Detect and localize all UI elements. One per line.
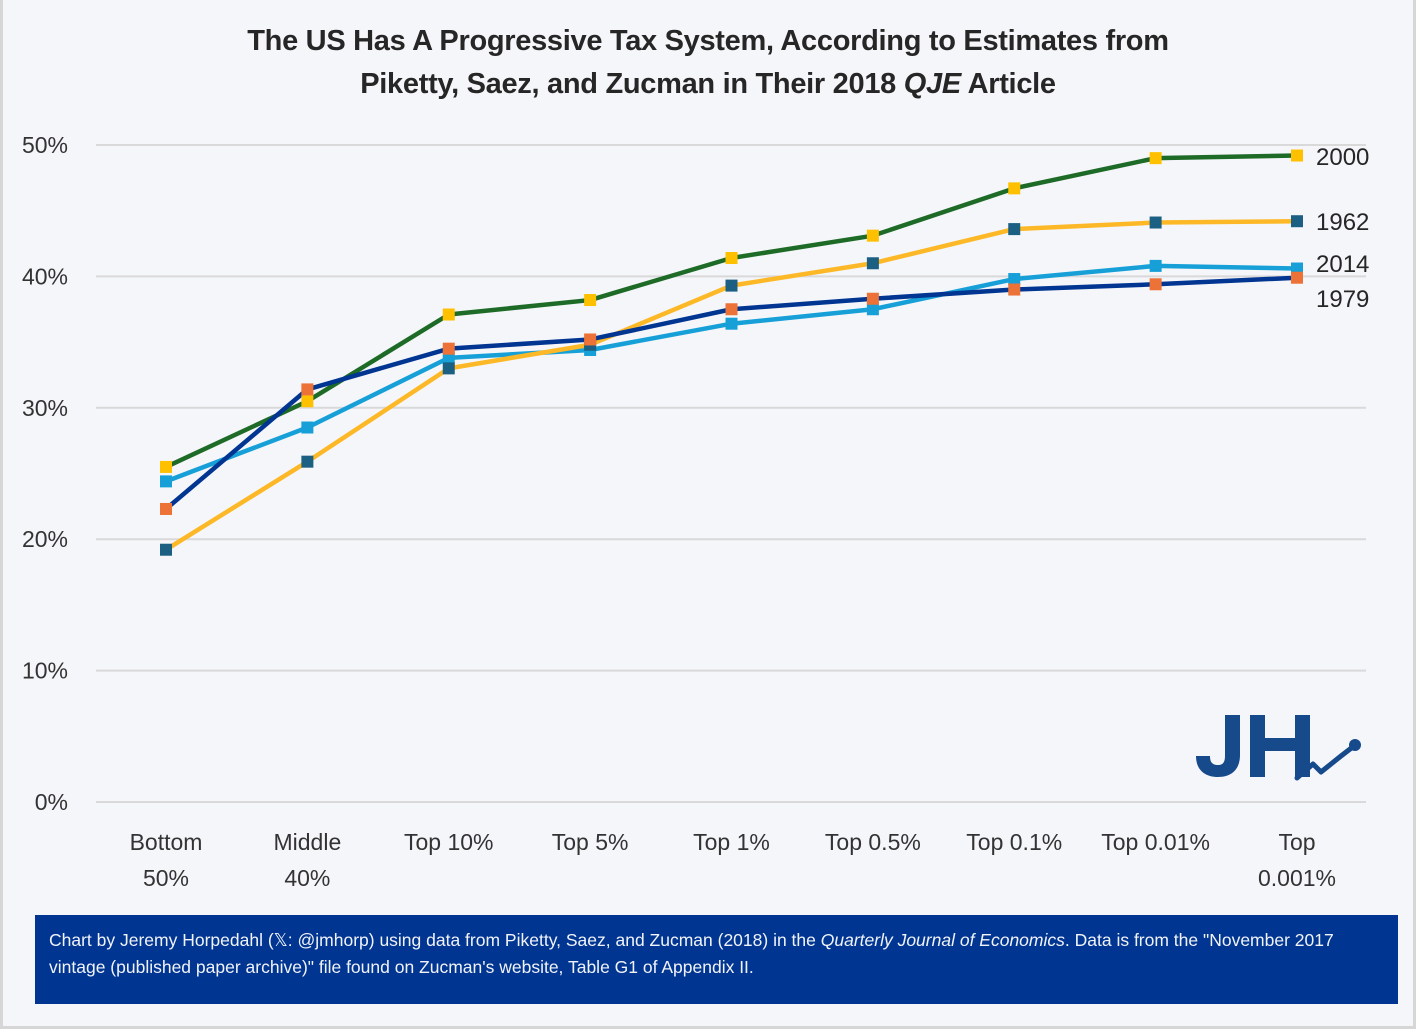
logo-trend-line: [1294, 743, 1357, 781]
end-label-1962: 1962: [1316, 209, 1369, 236]
data-point-1979: [442, 342, 455, 355]
x-tick-label-line: 40%: [284, 865, 330, 891]
x-tick-label: Top 0.01%: [1101, 829, 1210, 855]
footer-text-1: Chart by Jeremy Horpedahl (𝕏: @jmhorp) u…: [49, 930, 821, 950]
series-line-2014: [165, 263, 1298, 484]
data-point-2014: [866, 303, 879, 316]
x-tick-label-line: Middle: [273, 829, 341, 855]
data-point-2014: [442, 351, 455, 364]
x-tick-label-line: Bottom: [130, 829, 203, 855]
logo-letter-h: [1250, 715, 1310, 777]
data-point-1979: [725, 303, 738, 316]
chart-title: The US Has A Progressive Tax System, Acc…: [3, 20, 1413, 106]
logo-letter-j: [1196, 715, 1240, 777]
end-label-1979: 1979: [1316, 286, 1369, 313]
chart-title-line1: The US Has A Progressive Tax System, Acc…: [247, 25, 1169, 57]
data-point-1962: [160, 543, 172, 556]
source-footer: Chart by Jeremy Horpedahl (𝕏: @jmhorp) u…: [35, 915, 1398, 1004]
y-tick-label: 10%: [22, 658, 68, 684]
title-journal-abbrev: QJE: [903, 68, 961, 100]
x-tick-label-line: Top 10%: [404, 829, 494, 855]
data-point-2000: [442, 308, 455, 321]
title-line2-pre: Piketty, Saez, and Zucman in Their 2018: [360, 68, 904, 100]
data-point-2000: [1291, 149, 1303, 162]
y-tick-label: 0%: [35, 789, 68, 815]
logo-mark: [1196, 715, 1361, 781]
x-tick-label-line: Top: [1278, 829, 1315, 855]
x-axis-ticks: Bottom 50% Middle 40% Top 10% Top 5% Top 1% Top…: [130, 829, 1336, 891]
data-point-1962: [866, 257, 879, 270]
data-point-2000: [866, 229, 879, 242]
logo-trend-dot: [1349, 739, 1361, 751]
data-point-1962: [725, 279, 738, 292]
data-point-2014: [1008, 273, 1021, 286]
title-line2-post: Article: [960, 68, 1056, 100]
data-point-1979: [866, 292, 879, 305]
data-point-2000: [725, 252, 738, 265]
x-tick-label-line: Top 1%: [693, 829, 770, 855]
x-tick-label: Top 0.5%: [825, 829, 921, 855]
end-label-2014: 2014: [1316, 251, 1369, 278]
data-point-1962: [301, 455, 314, 468]
data-point-1962: [1008, 223, 1021, 236]
data-point-2000: [301, 395, 314, 408]
x-tick-label-line: Top 0.5%: [825, 829, 921, 855]
data-point-1979: [584, 333, 597, 346]
y-tick-label: 40%: [22, 263, 68, 289]
x-tick-label: Top 0.001%: [1258, 829, 1336, 891]
x-tick-label-line: Top 0.1%: [966, 829, 1062, 855]
data-point-2014: [301, 421, 314, 434]
data-point-2000: [160, 460, 172, 473]
x-tick-label-line: Top 5%: [552, 829, 629, 855]
data-point-1979: [1008, 283, 1021, 296]
footer-text-2: . Data is from the "November 2017 vintag…: [49, 930, 1334, 977]
y-tick-label: 30%: [22, 395, 68, 421]
x-tick-label: Top 10%: [404, 829, 494, 855]
chart-title-line2: Piketty, Saez, and Zucman in Their 2018 …: [3, 63, 1413, 106]
series-markers: [160, 149, 1303, 556]
data-point-2014: [725, 317, 738, 330]
footer-journal-name: Quarterly Journal of Economics: [820, 930, 1065, 950]
x-tick-label: Top 5%: [552, 829, 629, 855]
data-point-1979: [160, 502, 172, 515]
data-point-2000: [584, 294, 597, 307]
x-tick-label-line: Top 0.01%: [1101, 829, 1210, 855]
data-point-2000: [1008, 182, 1021, 195]
data-point-1979: [1291, 271, 1303, 284]
x-tick-label-line: 50%: [143, 865, 189, 891]
data-point-2000: [1149, 152, 1162, 165]
line-chart: 0% 10% 20% 30% 40% 50% Bottom 50% Middle 40% Top …: [22, 132, 1369, 891]
data-point-1962: [442, 362, 455, 375]
y-axis-ticks: 0% 10% 20% 30% 40% 50%: [22, 132, 68, 815]
data-point-2014: [1149, 259, 1162, 272]
y-tick-label: 50%: [22, 132, 68, 158]
x-tick-label: Middle 40%: [273, 829, 341, 891]
jh-logo: [1196, 715, 1361, 781]
x-tick-label: Top 0.1%: [966, 829, 1062, 855]
data-point-1979: [301, 383, 314, 396]
series-lines: [164, 153, 1298, 552]
data-point-1962: [1291, 215, 1303, 228]
x-tick-label-line: 0.001%: [1258, 865, 1336, 891]
data-point-1979: [1149, 278, 1162, 291]
end-label-2000: 2000: [1316, 144, 1369, 171]
data-point-1962: [1149, 216, 1162, 229]
data-point-2014: [1291, 262, 1303, 275]
data-point-2014: [160, 475, 172, 488]
gridlines: [96, 144, 1366, 803]
y-tick-label: 20%: [22, 526, 68, 552]
series-end-labels: 2000 1962 2014 1979: [1316, 144, 1369, 313]
x-tick-label: Bottom 50%: [130, 829, 203, 891]
x-tick-label: Top 1%: [693, 829, 770, 855]
